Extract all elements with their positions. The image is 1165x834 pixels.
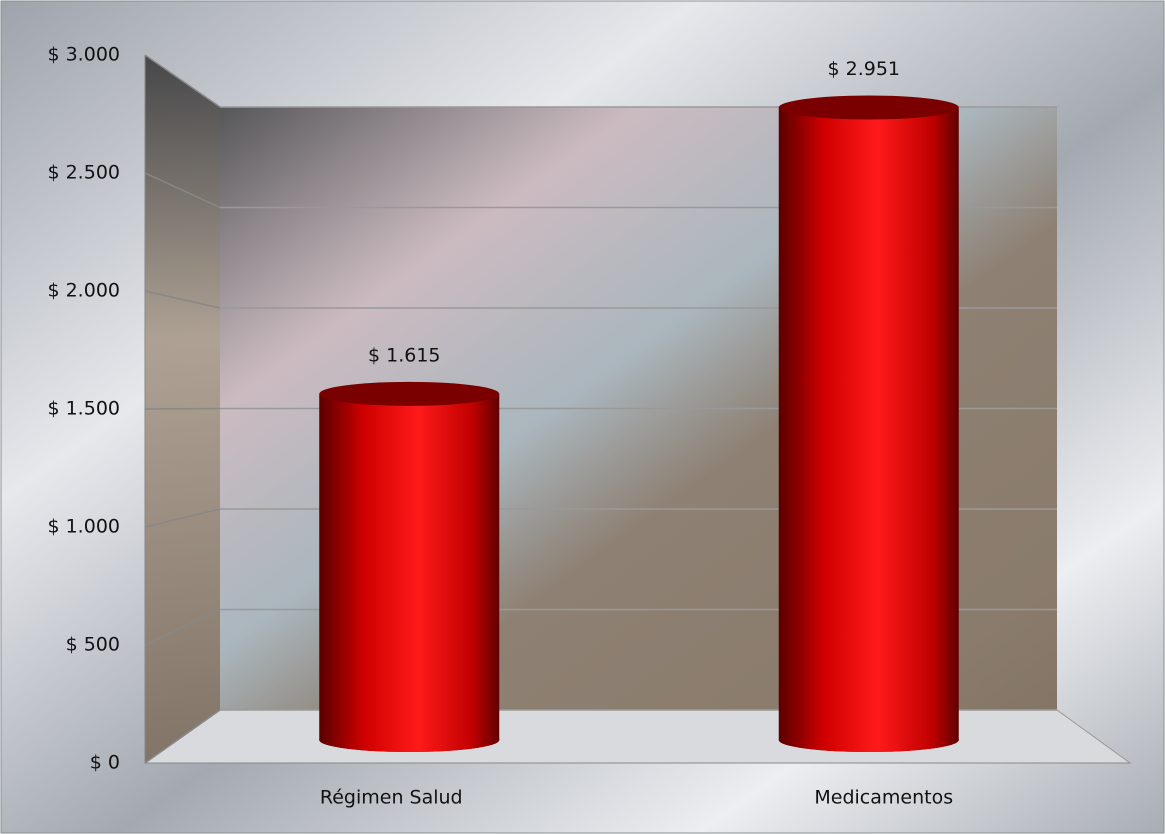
data-label: $ 2.951 xyxy=(827,58,900,80)
cylinder-body xyxy=(779,108,959,740)
y-tick-label: $ 0 xyxy=(90,752,120,774)
floor xyxy=(145,710,1130,763)
cylinder-bottom-edge xyxy=(779,728,959,752)
y-tick-label: $ 3.000 xyxy=(47,44,120,66)
data-label: $ 1.615 xyxy=(368,344,441,366)
cylinder-top xyxy=(779,96,959,120)
x-tick-label: Medicamentos xyxy=(814,787,953,809)
y-tick-label: $ 1.000 xyxy=(47,516,120,538)
y-tick-label: $ 2.500 xyxy=(47,162,120,184)
cylinder-body xyxy=(319,394,499,740)
cylinder-bottom-edge xyxy=(319,728,499,752)
x-tick-label: Régimen Salud xyxy=(320,787,463,809)
cylinder-top xyxy=(319,382,499,406)
y-tick-label: $ 1.500 xyxy=(47,398,120,420)
y-tick-label: $ 2.000 xyxy=(47,280,120,302)
chart: $ 0 $ 500 $ 1.000 $ 1.500 $ 2.000 $ 2.500 $ 3.… xyxy=(0,0,1165,834)
y-tick-label: $ 500 xyxy=(66,634,120,656)
grid-line xyxy=(145,409,220,410)
